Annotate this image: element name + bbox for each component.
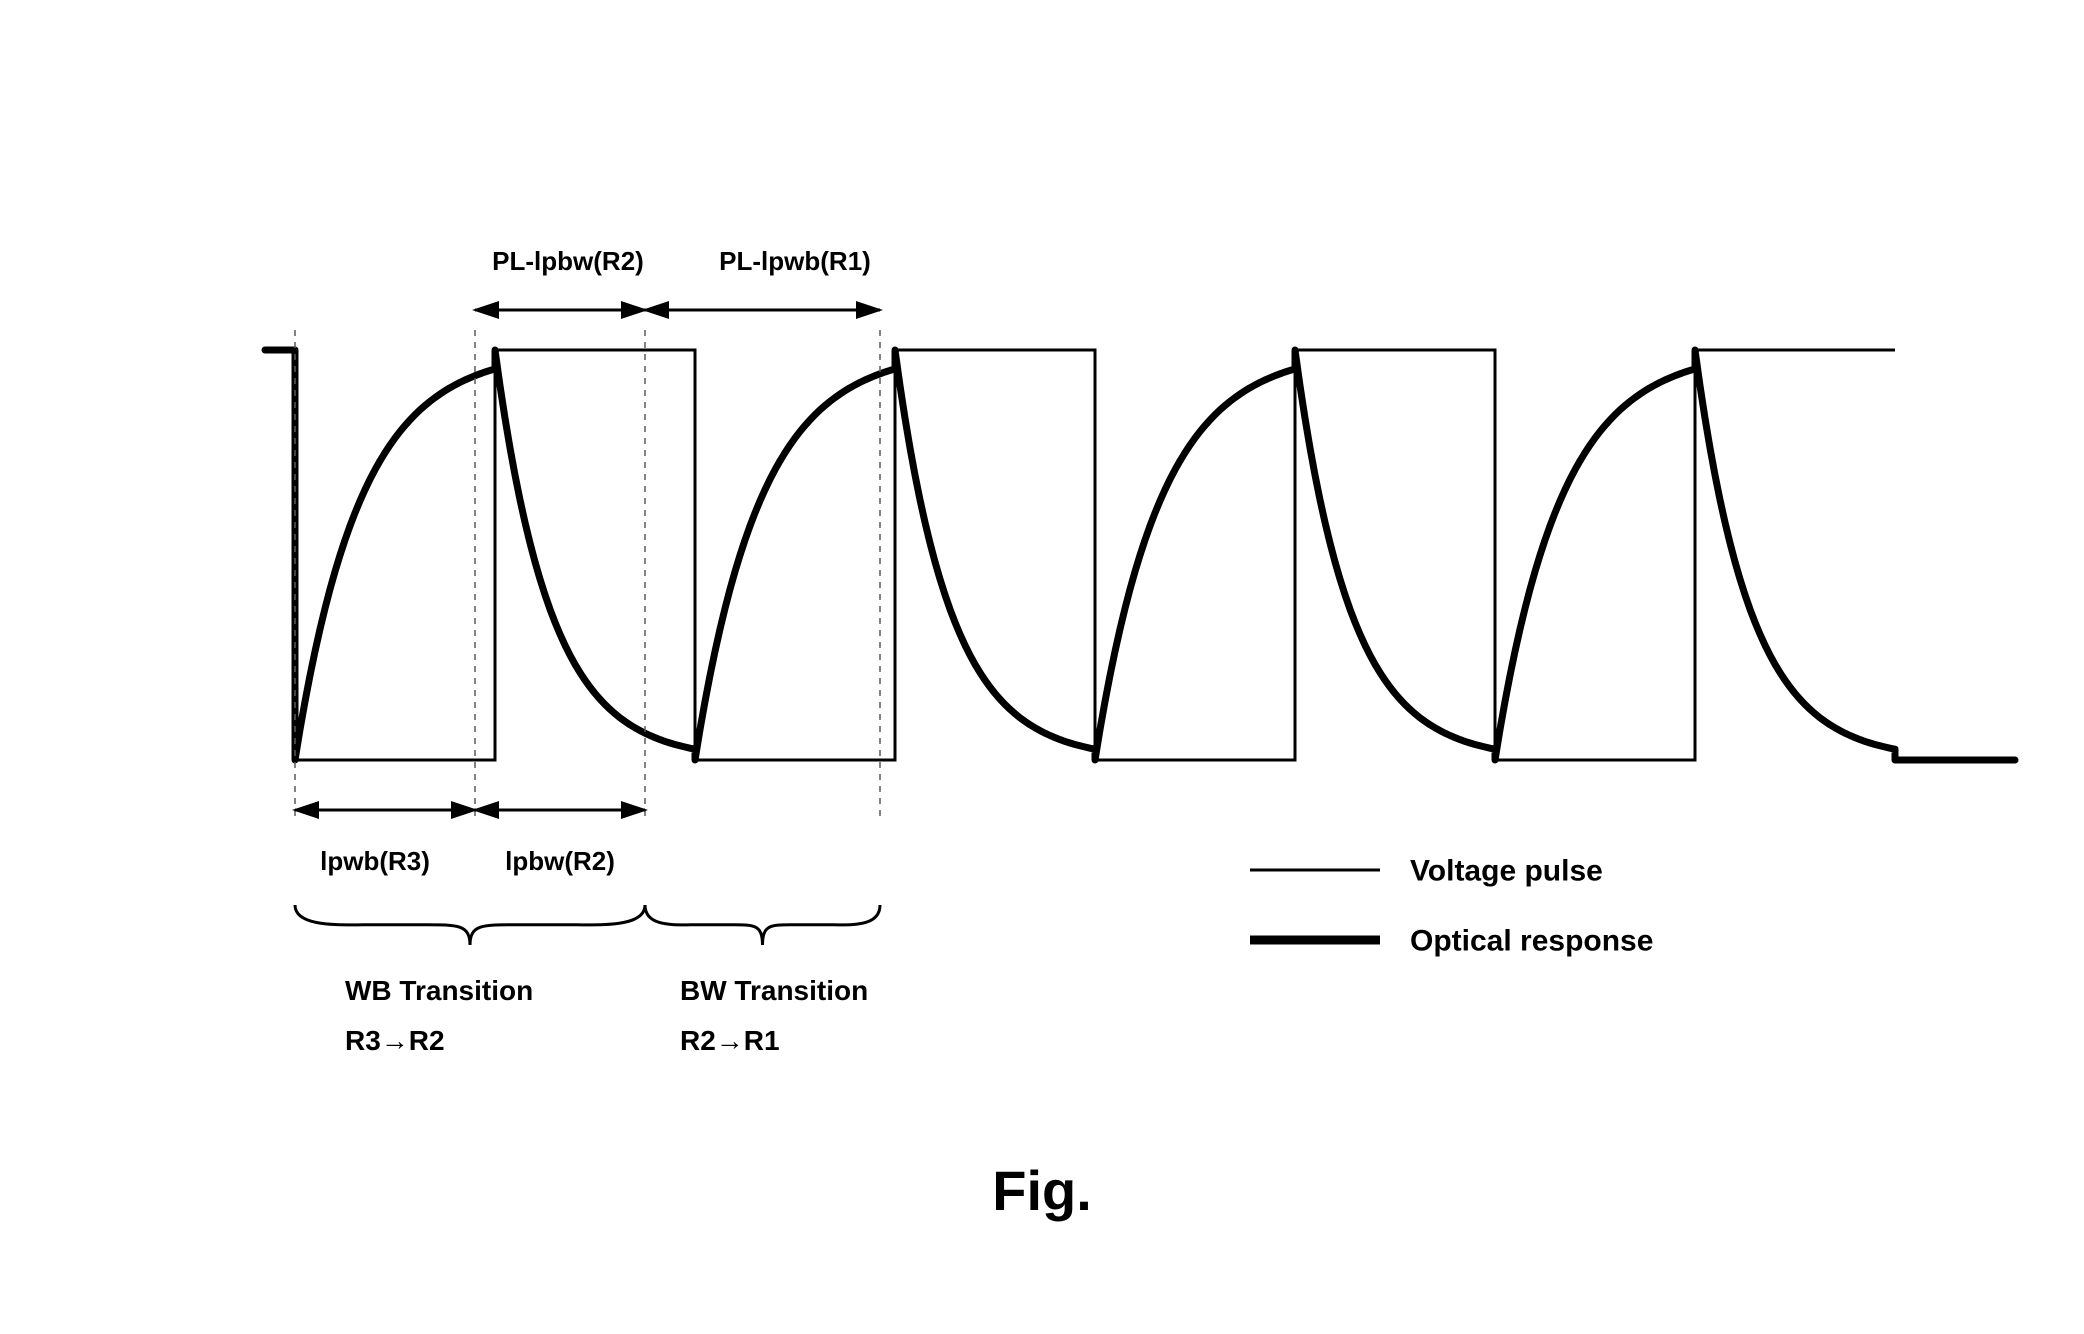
- dimension-label: lpbw(R2): [505, 846, 615, 876]
- dimension-label: lpwb(R3): [320, 846, 430, 876]
- figure-caption: Fig.: [992, 1159, 1092, 1222]
- legend-label: Voltage pulse: [1410, 855, 1603, 888]
- brace-label: BW Transition: [680, 975, 868, 1006]
- legend-label: Optical response: [1410, 925, 1653, 958]
- dimension-label: PL-lpbw(R2): [492, 246, 644, 276]
- brace-label: R2→R1: [680, 1025, 780, 1056]
- dimension-label: PL-lpwb(R1): [719, 246, 871, 276]
- brace-label: WB Transition: [345, 975, 533, 1006]
- brace-label: R3→R2: [345, 1025, 445, 1056]
